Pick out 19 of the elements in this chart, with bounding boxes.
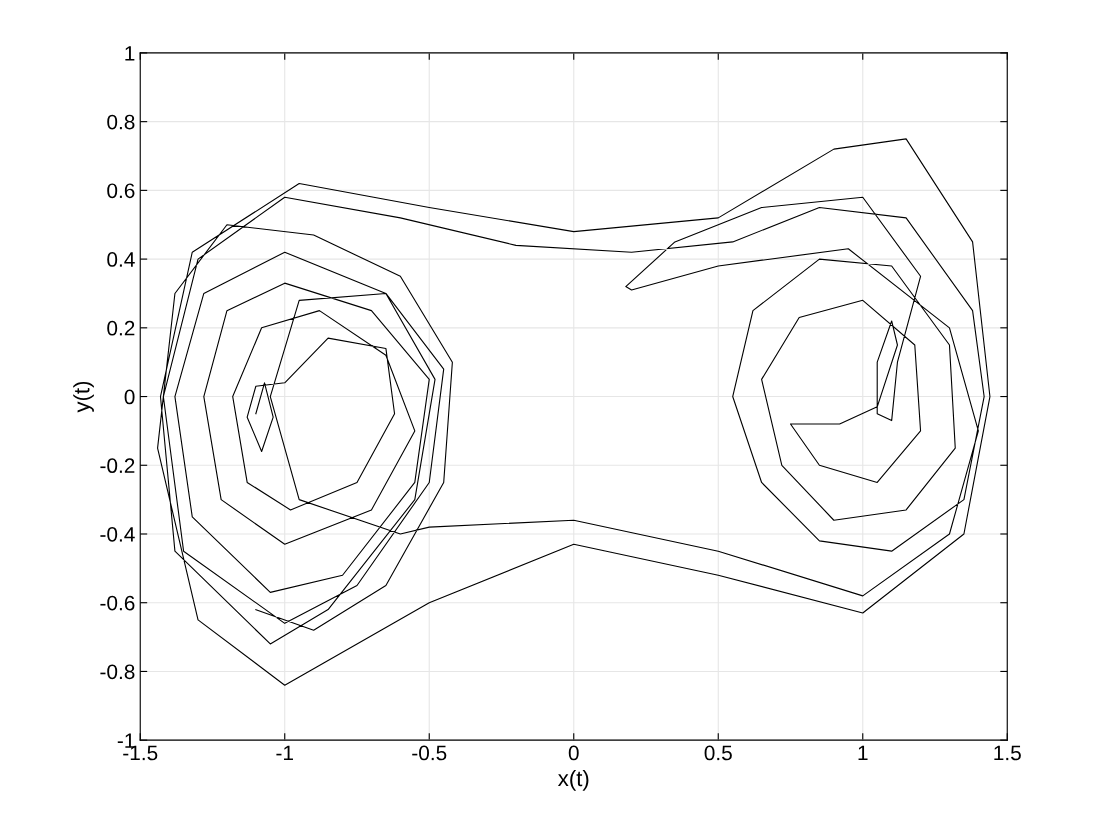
x-tick-label: -0.5 xyxy=(412,745,447,761)
y-tick-label: -0.4 xyxy=(100,527,135,542)
x-tick-label: 0 xyxy=(568,745,579,761)
x-tick-label: 0.5 xyxy=(704,745,732,761)
y-tick-label: 0.2 xyxy=(107,320,135,336)
y-tick-label: 0.4 xyxy=(107,252,135,267)
y-tick-label: 0.8 xyxy=(107,114,135,130)
y-tick-label: 0 xyxy=(124,389,135,405)
x-axis-title: x(t) xyxy=(557,770,589,791)
y-tick-label: 0.6 xyxy=(107,183,135,199)
y-tick-label: -0.6 xyxy=(100,595,135,611)
x-tick-label: 1.5 xyxy=(994,745,1021,761)
y-axis-title: y(t) xyxy=(73,381,94,413)
line-series xyxy=(157,138,991,686)
x-tick-label: -1 xyxy=(276,745,293,761)
x-tick-label: 1 xyxy=(858,745,868,761)
y-tick-label: -0.2 xyxy=(100,458,135,474)
y-tick-label: 1 xyxy=(125,46,135,61)
y-tick-label: -0.8 xyxy=(100,664,135,680)
